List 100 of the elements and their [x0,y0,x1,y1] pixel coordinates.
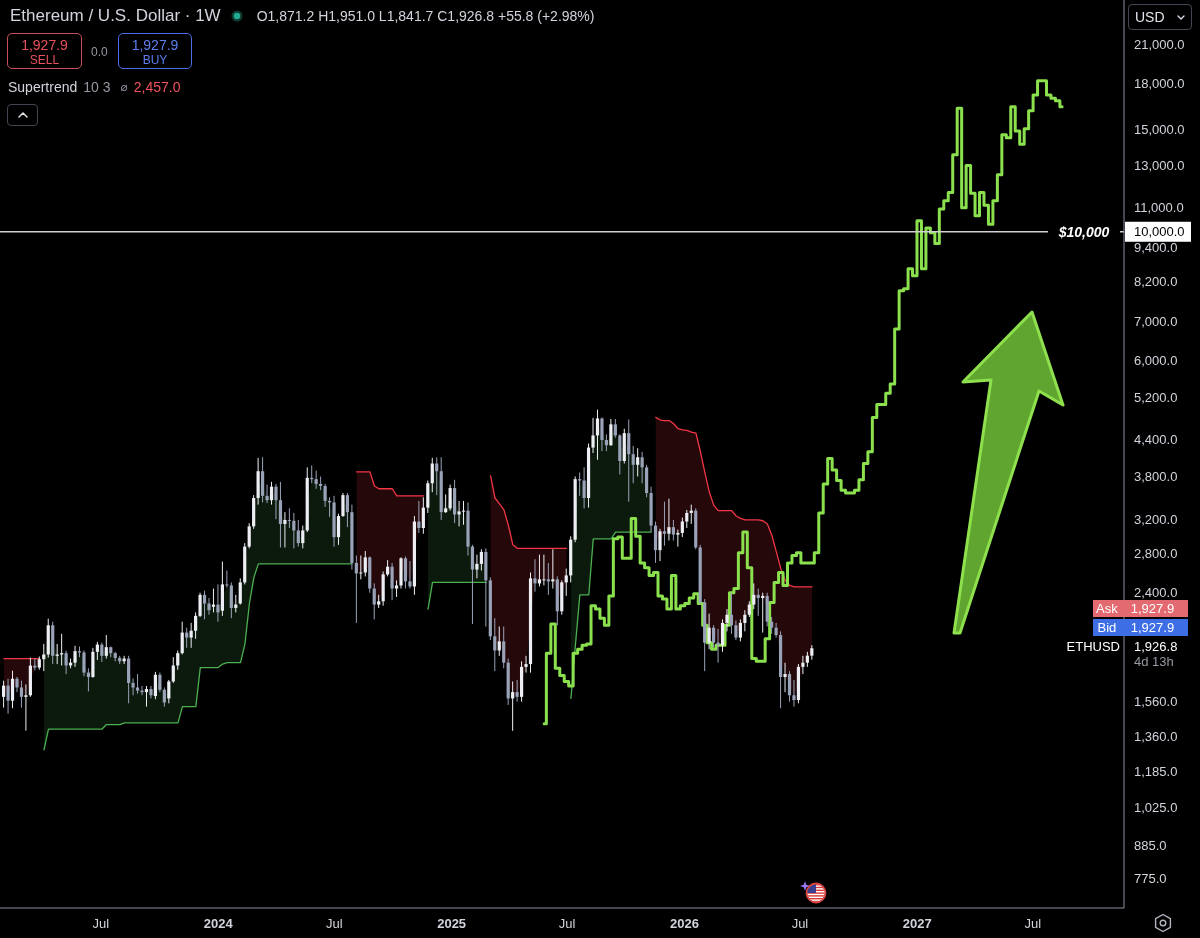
candlestick [33,658,37,671]
candlestick [269,481,274,506]
candlestick [403,555,408,590]
y-tick-label: 2,800.0 [1134,546,1178,562]
candlestick [323,483,327,508]
candlestick [457,500,461,527]
candlestick [131,677,135,696]
x-tick-label: Jul [1024,915,1042,931]
candlestick [359,555,363,580]
y-tick-label: 8,200.0 [1134,274,1178,290]
y-tick-label: 10,000.0 [1134,224,1185,240]
candlestick [144,685,149,708]
y-tick-label: 775.0 [1134,871,1167,887]
candlestick [1,680,6,709]
candlestick [247,522,251,549]
text: 4d 13h [1134,654,1175,670]
y-tick-label: 18,000.0 [1134,75,1185,91]
y-tick-label: 2,400.0 [1134,585,1178,601]
candlestick [238,577,242,606]
text: 1,926.8 [1134,639,1179,655]
annotation: 10 3 [83,79,111,95]
candlestick [685,509,689,529]
x-tick-label: 2024 [203,915,234,931]
candlestick [448,484,452,512]
candlestick [497,625,501,657]
annotation: 2,457.0 [133,79,181,95]
candlestick [158,672,162,693]
candlestick [42,643,46,672]
y-tick-label: 1,185.0 [1134,763,1178,779]
annotation: 1,927.9 [130,37,180,53]
candlestick [461,500,466,526]
candlestick [578,472,582,497]
candlestick [511,680,515,732]
candlestick [24,683,28,732]
candlestick [363,550,367,577]
candlestick [734,620,738,641]
candlestick [707,613,711,650]
candlestick [479,548,483,572]
candlestick [475,554,479,579]
candlestick [283,511,287,548]
y-tick-label: 5,200.0 [1134,389,1178,405]
candlestick [82,649,86,677]
annotation: Supertrend [8,79,78,95]
candlestick [680,517,684,538]
x-tick-label: Jul [92,915,110,931]
candlestick [613,418,617,439]
dropdown: USD [1128,4,1192,30]
candlestick [792,679,796,708]
candlestick [711,624,716,649]
candlestick [470,544,475,625]
candlestick [801,655,805,675]
annotation: BUY [141,53,169,67]
y-tick-label: 11,000.0 [1134,200,1184,216]
candlestick [167,679,171,704]
y-tick-label: 15,000.0 [1134,121,1185,137]
candlestick [640,451,644,484]
candlestick [738,618,742,642]
candlestick [15,676,19,693]
annotation: 1,927.9 [20,37,69,53]
candlestick [658,528,662,562]
candlestick [421,496,425,535]
annotation: 0.0 [91,45,108,61]
candlestick [225,570,229,588]
candlestick [336,513,341,546]
candlestick [430,457,434,493]
buy-button: 1,927.9 BUY [118,33,192,69]
candlestick [631,445,635,484]
candlestick [153,671,158,700]
annotation: Bid [1093,619,1121,636]
x-tick-label: 2026 [670,915,699,931]
x-tick-label: Jul [325,915,343,931]
ref-line-label: $10,000 [1057,223,1110,240]
candlestick [671,519,675,542]
y-tick-label: 6,000.0 [1134,353,1178,369]
candlestick [73,645,77,668]
candlestick [542,554,546,586]
candlestick [662,501,667,547]
candlestick [627,419,631,503]
candlestick [600,416,604,452]
y-tick-label: 3,800.0 [1134,468,1178,484]
candlestick [278,481,283,548]
candlestick [64,650,68,675]
candlestick [19,680,24,709]
y-tick-label: 7,000.0 [1134,314,1178,330]
candlestick [296,519,300,548]
candlestick [515,679,519,703]
candlestick [265,484,269,504]
candlestick [301,525,305,549]
candlestick [716,628,720,664]
y-tick-label: 885.0 [1134,837,1167,853]
annotation: ETHUSD [1065,639,1120,655]
candlestick [725,608,729,632]
candlestick [345,492,350,528]
y-tick-label: 1,025.0 [1134,800,1178,816]
y-tick-label: 1,560.0 [1134,694,1178,710]
x-tick-label: 2025 [437,915,467,931]
candlestick [591,417,595,454]
candlestick [176,649,180,671]
candlestick [524,655,528,674]
candlestick [667,498,671,542]
